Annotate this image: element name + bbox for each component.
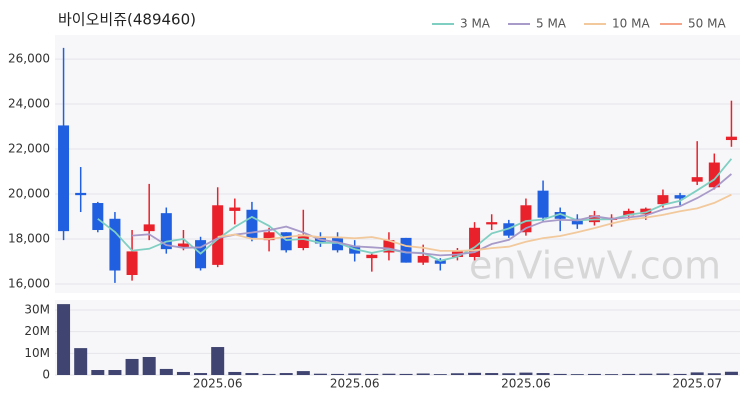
candle-body [674, 195, 686, 199]
candle-body [657, 195, 669, 205]
volume-bar [194, 373, 208, 375]
candle-body [417, 255, 429, 263]
volume-bar [553, 373, 567, 375]
candle-body [92, 203, 104, 231]
candle-body [75, 192, 87, 196]
candle-body [691, 177, 703, 182]
volume-bar [91, 370, 105, 375]
volume-bar [159, 368, 173, 375]
volume-bar [228, 371, 242, 375]
volume-bar [416, 373, 430, 375]
watermark: enViewV.com [469, 244, 721, 288]
volume-bar [348, 373, 362, 375]
y-tick-label: 18,000 [8, 232, 50, 246]
candle-body [571, 218, 583, 225]
legend-label: 50 MA [688, 17, 726, 31]
candle-body [263, 232, 275, 241]
volume-bar [433, 374, 447, 375]
volume-bar [605, 374, 619, 375]
candle-body [212, 205, 224, 265]
volume-bar [399, 373, 413, 375]
volume-bar [108, 370, 122, 375]
legend-label: 3 MA [460, 17, 491, 31]
x-tick-label: 2025.07 [672, 377, 722, 391]
volume-bar [673, 373, 687, 375]
volume-bar [639, 373, 653, 375]
volume-bar [74, 348, 88, 375]
volume-bar [142, 357, 156, 375]
candle-body [160, 213, 172, 250]
candle-body [143, 224, 155, 232]
candle-body [246, 209, 258, 238]
candle-body [725, 136, 737, 141]
x-tick-label: 2025.06 [330, 377, 380, 391]
volume-bar [707, 373, 721, 375]
candle-body [229, 207, 241, 211]
y-tick-label: 10M [24, 346, 50, 360]
volume-bar [245, 373, 259, 375]
chart-title: 바이오비쥬(489460) [58, 11, 196, 29]
volume-bar [570, 374, 584, 375]
volume-bar [724, 371, 738, 375]
volume-bar [587, 373, 601, 375]
volume-bar [211, 347, 225, 375]
x-tick-label: 2025.06 [193, 377, 243, 391]
candle-body [332, 237, 344, 251]
volume-bar [331, 373, 345, 375]
candle-body [58, 125, 70, 232]
volume-bar [450, 373, 464, 375]
y-tick-label: 26,000 [8, 52, 50, 66]
y-tick-label: 16,000 [8, 277, 50, 291]
volume-bar [536, 373, 550, 375]
candle-body [623, 210, 635, 216]
volume-bar [57, 304, 71, 375]
y-tick-label: 30M [24, 302, 50, 316]
volume-bar [125, 358, 139, 375]
candle-body [469, 227, 481, 258]
candle-body [297, 234, 309, 249]
candle-body [486, 222, 498, 225]
candle-body [109, 218, 121, 271]
candle-body [434, 260, 446, 264]
volume-bar [485, 373, 499, 375]
x-tick-label: 2025.06 [501, 377, 551, 391]
y-tick-label: 24,000 [8, 97, 50, 111]
candle-body [537, 190, 549, 218]
candle-body [177, 243, 189, 249]
candle-body [554, 212, 566, 219]
candle-body [126, 251, 138, 276]
candle-body [383, 240, 395, 253]
volume-bar [262, 373, 276, 375]
volume-bar [176, 371, 190, 375]
volume-bar [519, 372, 533, 375]
volume-bar [502, 373, 516, 375]
volume-bar [690, 372, 704, 375]
volume-bar [313, 373, 327, 375]
volume-panel [55, 300, 740, 375]
candle-body [520, 205, 532, 233]
y-tick-label: 0 [42, 368, 50, 382]
volume-bar [468, 372, 482, 375]
candle-body [503, 223, 515, 236]
legend-label: 5 MA [536, 17, 567, 31]
y-tick-label: 20,000 [8, 187, 50, 201]
volume-bar [296, 371, 310, 375]
volume-bar [365, 373, 379, 375]
y-tick-label: 22,000 [8, 142, 50, 156]
candle-body [708, 162, 720, 188]
volume-bar [656, 373, 670, 375]
volume-bar [622, 373, 636, 375]
volume-bar [382, 373, 396, 375]
candle-body [366, 254, 378, 259]
ma-line [217, 193, 732, 252]
y-tick-label: 20M [24, 324, 50, 338]
volume-bar [279, 373, 293, 375]
candle-body [400, 237, 412, 263]
candle-body [280, 232, 292, 251]
legend-label: 10 MA [612, 17, 650, 31]
